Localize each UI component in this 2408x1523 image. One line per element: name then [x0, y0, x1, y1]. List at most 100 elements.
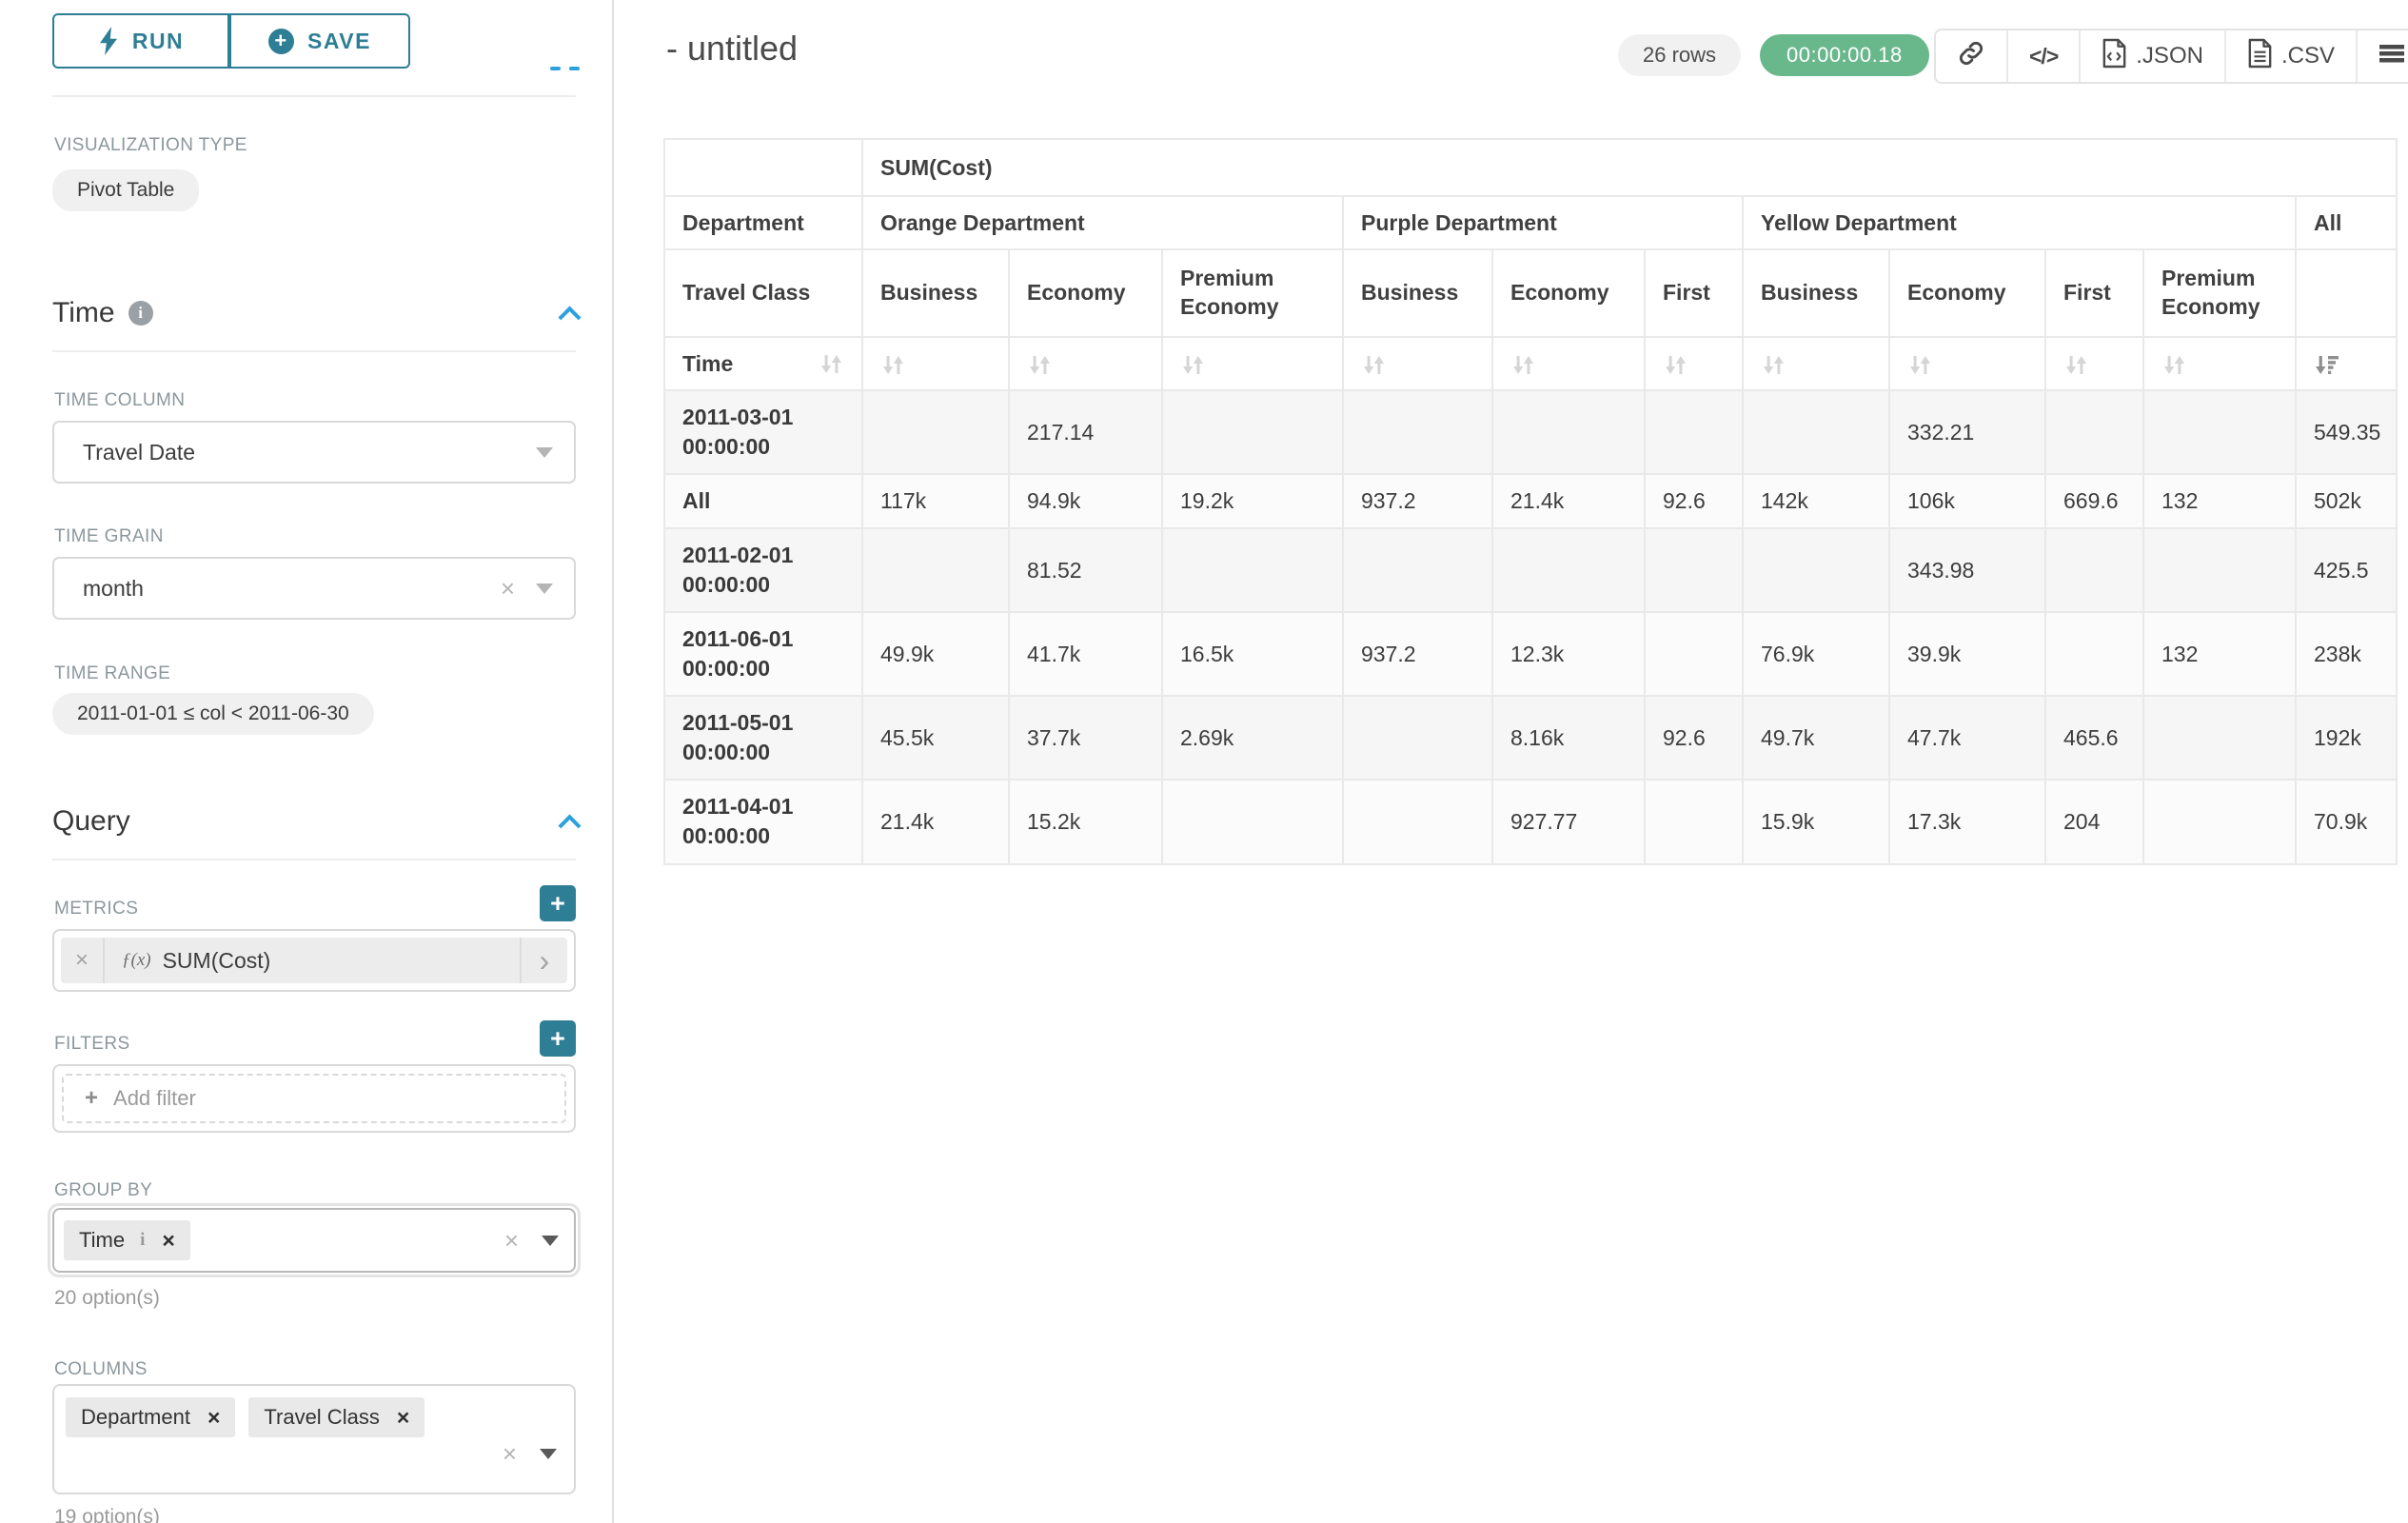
pivot-cell	[1644, 388, 1744, 476]
pivot-cell	[2142, 388, 2297, 476]
add-filter-label: Add filter	[113, 1086, 196, 1110]
group-by-options-hint: 20 option(s)	[54, 1287, 160, 1309]
export-csv-button[interactable]: .CSV	[2226, 30, 2358, 82]
remove-metric-icon[interactable]: ×	[61, 938, 105, 983]
expand-metric-icon[interactable]: ›	[520, 938, 567, 983]
column-header: Economy	[1491, 248, 1646, 338]
chevron-up-icon[interactable]	[558, 813, 582, 838]
sort-icon[interactable]	[1761, 354, 1786, 376]
pivot-cell: 132	[2142, 611, 2297, 698]
remove-pill-icon[interactable]: ×	[162, 1227, 175, 1253]
time-sort-header: Time	[663, 336, 863, 391]
sort-icon[interactable]	[1180, 354, 1206, 376]
query-section-title: Query	[52, 805, 130, 837]
pivot-cell: 132	[2142, 473, 2297, 530]
chevron-down-icon[interactable]	[540, 1448, 557, 1459]
filters-label: FILTERS	[54, 1034, 130, 1054]
pivot-cell: 94.9k	[1008, 473, 1163, 530]
time-grain-select[interactable]: month ×	[52, 557, 576, 620]
run-button-label: RUN	[131, 28, 185, 53]
sort-icon[interactable]	[2161, 354, 2187, 376]
run-button[interactable]: RUN	[52, 13, 229, 69]
add-filter-button[interactable]: + Add filter	[62, 1074, 566, 1123]
chevron-tip-icon	[569, 67, 580, 70]
pivot-cell	[1342, 527, 1493, 614]
save-button-label: SAVE	[307, 28, 371, 53]
clear-icon[interactable]: ×	[503, 1226, 519, 1255]
pivot-row-header: 2011-02-01 00:00:00	[663, 527, 863, 614]
time-column-label: TIME COLUMN	[54, 390, 186, 410]
pivot-cell: 106k	[1888, 473, 2046, 530]
add-filter-plus-button[interactable]: +	[540, 1020, 576, 1057]
view-query-button[interactable]: </>	[2008, 30, 2082, 82]
columns-control[interactable]: Department × Travel Class × ×	[52, 1384, 576, 1494]
chevron-down-icon[interactable]	[542, 1235, 559, 1246]
dimension-pill[interactable]: Department ×	[66, 1397, 236, 1437]
query-timer-badge: 00:00:00.18	[1760, 34, 1929, 76]
time-dim-label: Time	[682, 350, 734, 376]
share-link-button[interactable]	[1936, 30, 2008, 82]
group-by-label: GROUP BY	[54, 1180, 153, 1200]
metrics-label: METRICS	[54, 899, 139, 919]
row-count-badge: 26 rows	[1618, 34, 1742, 76]
group-by-control[interactable]: Time i × ×	[48, 1203, 581, 1277]
sort-icon[interactable]	[819, 353, 844, 375]
pivot-cell	[1491, 388, 1646, 476]
pivot-cell	[1161, 527, 1344, 614]
dimension-pill-label: Department	[81, 1405, 190, 1429]
dimension-pill-label: Time	[79, 1228, 126, 1252]
pivot-cell: 142k	[1742, 473, 1890, 530]
pivot-cell	[1644, 527, 1744, 614]
filters-control: + Add filter	[52, 1064, 576, 1133]
remove-pill-icon[interactable]: ×	[207, 1404, 221, 1430]
chart-title[interactable]: - untitled	[666, 29, 799, 68]
save-button[interactable]: + SAVE	[229, 13, 410, 69]
pivot-cell	[1342, 695, 1493, 781]
sort-desc-icon[interactable]	[2314, 354, 2340, 376]
sort-icon[interactable]	[1027, 354, 1053, 376]
sort-icon[interactable]	[1907, 354, 1933, 376]
plus-circle-icon: +	[268, 28, 295, 54]
sort-icon[interactable]	[1361, 354, 1387, 376]
pivot-row-header: 2011-06-01 00:00:00	[663, 611, 863, 698]
dimension-pill[interactable]: Travel Class ×	[248, 1397, 425, 1437]
pivot-cell	[2142, 779, 2297, 865]
sort-icon[interactable]	[1663, 354, 1688, 376]
metric-pill[interactable]: × ƒ(x) SUM(Cost) ›	[61, 938, 567, 983]
pivot-table: SUM(Cost) Department Orange Department Purp…	[663, 138, 2398, 865]
remove-pill-icon[interactable]: ×	[396, 1404, 410, 1430]
column-header: First	[2044, 248, 2144, 338]
sort-icon[interactable]	[880, 354, 906, 376]
export-csv-label: .CSV	[2280, 43, 2335, 69]
visualization-type-value[interactable]: Pivot Table	[52, 169, 200, 211]
dimension-pill-label: Travel Class	[264, 1405, 380, 1429]
csv-file-icon	[2247, 38, 2273, 75]
sort-icon[interactable]	[2063, 354, 2089, 376]
sort-header-cell	[2295, 336, 2398, 391]
clear-icon[interactable]: ×	[500, 574, 515, 603]
pivot-cell: 39.9k	[1888, 611, 2046, 698]
columns-label: COLUMNS	[54, 1359, 148, 1379]
more-menu-button[interactable]	[2358, 30, 2408, 82]
sort-header-cell	[2044, 336, 2144, 391]
clear-icon[interactable]: ×	[502, 1439, 517, 1468]
sort-header-cell	[1742, 336, 1890, 391]
time-range-label: TIME RANGE	[54, 663, 171, 683]
pivot-cell: 937.2	[1342, 473, 1493, 530]
add-metric-button[interactable]: +	[540, 885, 576, 921]
sort-icon[interactable]	[1510, 354, 1536, 376]
function-icon: ƒ(x)	[122, 950, 151, 970]
pivot-cell: 49.9k	[861, 611, 1010, 698]
dimension-pill[interactable]: Time i ×	[64, 1220, 190, 1260]
export-json-label: .JSON	[2136, 43, 2203, 69]
column-header: Business	[1742, 248, 1890, 338]
pivot-cell	[1342, 779, 1493, 865]
time-range-value[interactable]: 2011-01-01 ≤ col < 2011-06-30	[52, 693, 374, 735]
chevron-up-icon[interactable]	[558, 305, 582, 329]
export-json-button[interactable]: .JSON	[2081, 30, 2226, 82]
time-column-select[interactable]: Travel Date	[52, 421, 576, 484]
column-group-header: Yellow Department	[1742, 195, 2297, 250]
pivot-row: 2011-03-01 00:00:00 217.14 332.21 549.35	[663, 388, 2398, 476]
run-save-button-group: RUN + SAVE	[52, 13, 410, 69]
